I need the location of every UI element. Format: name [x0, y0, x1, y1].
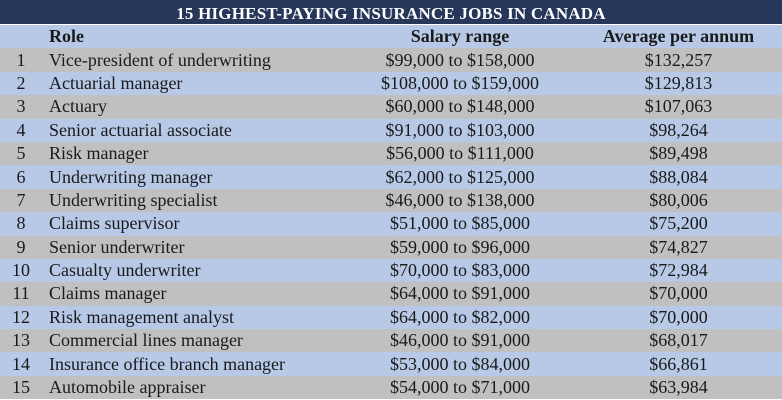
rank-cell: 15	[12, 377, 30, 398]
salary-range-cell: $46,000 to $138,000	[385, 189, 535, 210]
salary-range-cell: $60,000 to $148,000	[385, 96, 535, 117]
table-body: Role Salary range Average per annum 1 Vice-p…	[0, 25, 782, 400]
role-cell: Underwriting specialist	[49, 189, 218, 210]
average-cell: $70,000	[649, 306, 708, 327]
rank-cell: 6	[16, 166, 26, 187]
average-cell: $63,984	[649, 377, 708, 398]
role-cell: Insurance office branch manager	[49, 353, 286, 374]
average-cell: $89,498	[649, 143, 708, 164]
role-cell: Casualty underwriter	[49, 260, 201, 281]
table-row: 11 Claims manager $64,000 to $91,000 $70,00…	[0, 282, 782, 306]
rank-cell: 13	[12, 330, 30, 351]
salary-range-cell: $59,000 to $96,000	[389, 236, 530, 257]
salary-range-cell: $108,000 to $159,000	[380, 72, 539, 93]
rank-cell: 1	[16, 49, 26, 70]
salary-range-cell: $51,000 to $85,000	[389, 213, 530, 234]
average-cell: $75,200	[649, 213, 708, 234]
rank-cell: 5	[16, 143, 26, 164]
table-row: 12 Risk management analyst $64,000 to $82,…	[0, 305, 782, 330]
salary-range-cell: $91,000 to $103,000	[385, 119, 535, 140]
table-title: 15 HIGHEST-PAYING INSURANCE JOBS IN CANA…	[0, 0, 782, 25]
table-row: 3 Actuary $60,000 to $148,000 $107,063	[0, 95, 782, 119]
salary-range-cell: $62,000 to $125,000	[385, 166, 535, 187]
salary-range-cell: $64,000 to $82,000	[389, 306, 530, 327]
table-row: 9 Senior underwriter $59,000 to $96,000 $74…	[0, 235, 782, 259]
average-cell: $66,861	[649, 353, 708, 374]
average-cell: $129,813	[644, 72, 713, 93]
role-cell: Automobile appraiser	[49, 377, 206, 398]
average-cell: $80,006	[649, 189, 708, 210]
salary-range-cell: $54,000 to $71,000	[389, 377, 530, 398]
average-cell: $68,017	[649, 330, 708, 351]
table-row: 8 Claims supervisor $51,000 to $85,000 $75,…	[0, 212, 782, 236]
salary-range-cell: $46,000 to $91,000	[389, 330, 530, 351]
table-row: 13 Commercial lines manager $46,000 to $91…	[0, 329, 782, 353]
header-cell: Average per annum	[602, 26, 755, 47]
average-cell: $88,084	[649, 166, 708, 187]
table-row: 1 Vice-president of underwriting $99,000 t…	[0, 48, 782, 72]
table-row: 7 Underwriting specialist $46,000 to $138,…	[0, 188, 782, 213]
average-cell: $98,264	[649, 119, 708, 140]
table-row: 5 Risk manager $56,000 to $111,000 $89,498	[0, 141, 782, 166]
average-cell: $132,257	[644, 49, 713, 70]
role-cell: Actuarial manager	[49, 72, 183, 93]
rank-cell: 12	[12, 306, 30, 327]
role-cell: Claims manager	[49, 283, 167, 304]
role-cell: Actuary	[49, 96, 107, 117]
rank-cell: 7	[16, 189, 26, 210]
role-cell: Senior underwriter	[49, 236, 185, 257]
rank-cell: 3	[16, 96, 26, 117]
salary-range-cell: $70,000 to $83,000	[389, 260, 530, 281]
table-row: 10 Casualty underwriter $70,000 to $83,000…	[0, 258, 782, 283]
average-cell: $74,827	[649, 236, 708, 257]
role-cell: Senior actuarial associate	[49, 119, 232, 140]
header-row: Role Salary range Average per annum	[0, 25, 782, 49]
role-cell: Vice-president of underwriting	[49, 49, 271, 70]
salary-range-cell: $64,000 to $91,000	[389, 283, 530, 304]
role-cell: Risk manager	[49, 143, 149, 164]
rank-cell: 2	[16, 72, 26, 93]
role-cell: Commercial lines manager	[49, 330, 243, 351]
table-row: 4 Senior actuarial associate $91,000 to $1…	[0, 118, 782, 142]
role-cell: Risk management analyst	[49, 306, 234, 327]
salary-range-cell: $56,000 to $111,000	[386, 143, 534, 164]
rank-cell: 9	[16, 236, 26, 257]
rank-cell: 8	[16, 213, 26, 234]
rank-cell: 10	[12, 260, 30, 281]
role-cell: Claims supervisor	[49, 213, 180, 234]
rank-cell: 11	[12, 283, 30, 304]
table-row: 2 Actuarial manager $108,000 to $159,000 $1…	[0, 71, 782, 96]
average-cell: $72,984	[649, 260, 708, 281]
average-cell: $107,063	[644, 96, 713, 117]
salary-table: Role Salary range Average per annum 1 Vice-p…	[0, 25, 782, 400]
rank-cell: 4	[16, 119, 26, 140]
rank-cell: 14	[12, 353, 30, 374]
header-cell: Role	[49, 26, 84, 47]
table-row: 6 Underwriting manager $62,000 to $125,000…	[0, 165, 782, 189]
table-row: 14 Insurance office branch manager $53,000…	[0, 352, 782, 376]
header-cell	[0, 25, 42, 48]
role-cell: Underwriting manager	[49, 166, 213, 187]
salary-range-cell: $53,000 to $84,000	[389, 353, 530, 374]
average-cell: $70,000	[649, 283, 708, 304]
table-row: 15 Automobile appraiser $54,000 to $71,000…	[0, 375, 782, 400]
header-cell: Salary range	[410, 26, 510, 47]
salary-range-cell: $99,000 to $158,000	[385, 49, 535, 70]
